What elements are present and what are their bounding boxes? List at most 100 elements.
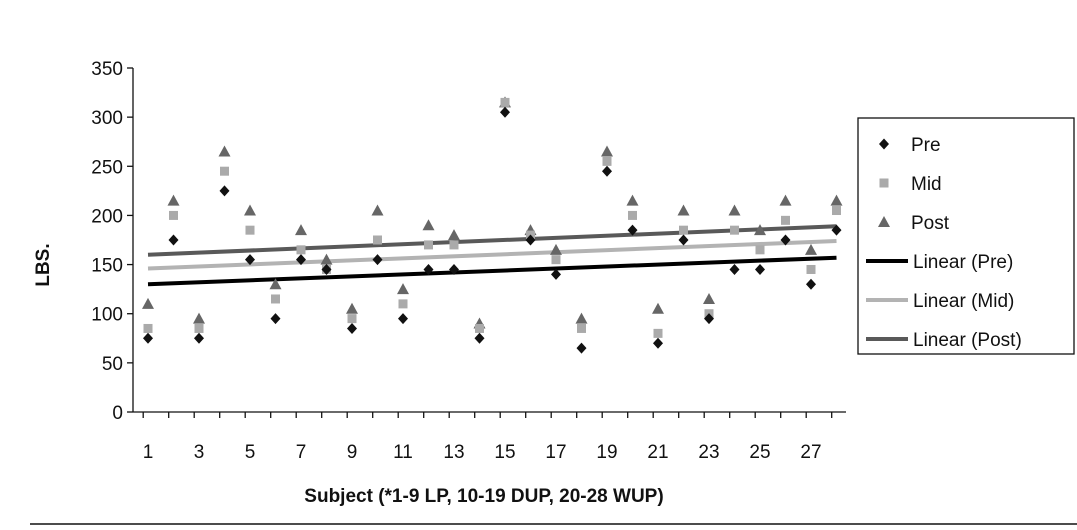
post-point: [626, 194, 639, 206]
post-point: [371, 204, 384, 216]
x-tick-label: 1: [143, 442, 154, 463]
legend-entry: Linear (Mid): [913, 291, 1014, 312]
post-point: [448, 229, 460, 241]
pre-point: [398, 313, 408, 325]
legend-entry: Pre: [911, 135, 941, 156]
pre-point: [831, 224, 842, 236]
legend-entry: Linear (Pre): [913, 252, 1013, 273]
mid-point: [398, 299, 408, 309]
mid-point: [755, 245, 765, 255]
mid-point: [602, 156, 612, 166]
y-axis-title: LBS.: [33, 243, 54, 286]
mid-point: [245, 225, 255, 235]
post-point: [295, 224, 307, 236]
pre-point: [500, 106, 510, 118]
legend-entry: Mid: [911, 174, 942, 195]
pre-point: [143, 332, 153, 344]
pre-point: [551, 268, 561, 280]
post-point: [601, 145, 613, 157]
pre-point: [347, 322, 357, 334]
pre-point: [372, 254, 383, 266]
x-tick-label: 23: [698, 442, 719, 463]
x-tick-label: 21: [647, 442, 668, 463]
mid-point: [500, 97, 510, 107]
y-tick-label: 300: [91, 108, 123, 129]
post-point: [397, 283, 409, 295]
mid-point: [832, 206, 841, 216]
mid-point: [628, 210, 637, 220]
x-axis-title: Subject (*1-9 LP, 10-19 DUP, 20-28 WUP): [304, 486, 663, 507]
mid-point: [653, 328, 663, 338]
pre-point: [602, 165, 612, 177]
pre-point: [296, 254, 306, 266]
y-tick-label: 0: [112, 403, 123, 424]
x-tick-label: 17: [545, 442, 566, 463]
post-point: [652, 302, 664, 314]
pre-point: [423, 263, 434, 275]
y-tick-label: 100: [91, 305, 123, 326]
mid-point: [449, 240, 459, 250]
x-tick-label: 9: [347, 442, 358, 463]
post-point: [320, 253, 333, 265]
post-point: [779, 194, 792, 206]
x-tick-label: 19: [596, 442, 617, 463]
post-point: [805, 243, 817, 255]
mid-point: [194, 323, 204, 333]
trendlines: [147, 224, 837, 287]
x-tick-label: 3: [194, 442, 205, 463]
mid-point: [220, 166, 229, 176]
mid-point: [730, 225, 739, 235]
y-tick-label: 350: [91, 59, 123, 80]
post-point: [677, 204, 690, 216]
pre-point: [525, 234, 536, 246]
x-tick-label: 27: [800, 442, 821, 463]
post-point: [142, 297, 154, 309]
legend-marker-swatch: [878, 216, 890, 227]
legend-marker-swatch: [879, 178, 889, 188]
x-tick-label: 15: [494, 442, 515, 463]
mid-point: [577, 323, 586, 333]
trendline: [147, 224, 837, 257]
x-tick-label: 7: [296, 442, 307, 463]
mid-point: [424, 240, 433, 250]
legend: Pre Mid Post Linear (Pre) Linear (Mid) Linear…: [857, 117, 1075, 355]
post-point: [167, 194, 180, 206]
legend-marker-swatch: [879, 138, 889, 150]
y-tick-label: 150: [91, 256, 123, 277]
post-point: [575, 312, 588, 324]
trendline: [147, 238, 837, 271]
post-point: [703, 292, 715, 304]
mid-point: [475, 323, 484, 333]
x-axis: 1 3 5 7 9 11 13 15 17 19 21 23 25 27: [133, 411, 846, 463]
post-point: [728, 204, 741, 216]
mid-point: [169, 210, 178, 220]
post-point: [422, 219, 435, 231]
legend-box: [857, 117, 1075, 355]
pre-point: [168, 234, 179, 246]
legend-entry: Post: [911, 213, 950, 234]
x-tick-label: 11: [393, 442, 413, 463]
pre-point: [755, 263, 765, 275]
y-tick-label: 250: [91, 157, 123, 178]
legend-entry: Linear (Post): [913, 330, 1022, 351]
pre-point: [194, 332, 204, 344]
trendline: [147, 255, 837, 287]
x-tick-label: 13: [443, 442, 464, 463]
pre-point: [678, 234, 689, 246]
pre-point: [321, 263, 332, 275]
pre-point: [449, 263, 459, 275]
post-point: [550, 243, 562, 255]
pre-point: [270, 313, 281, 325]
data-points: [142, 96, 843, 354]
mid-point: [551, 255, 561, 265]
y-axis: 0 50 100 150 200 250 300 350: [91, 59, 134, 424]
pre-point: [704, 313, 714, 325]
post-point: [269, 278, 282, 290]
mid-point: [373, 235, 382, 245]
pre-point: [653, 337, 663, 349]
mid-point: [806, 264, 816, 274]
pre-point: [627, 224, 638, 236]
mid-point: [271, 294, 280, 304]
post-point: [193, 312, 205, 324]
